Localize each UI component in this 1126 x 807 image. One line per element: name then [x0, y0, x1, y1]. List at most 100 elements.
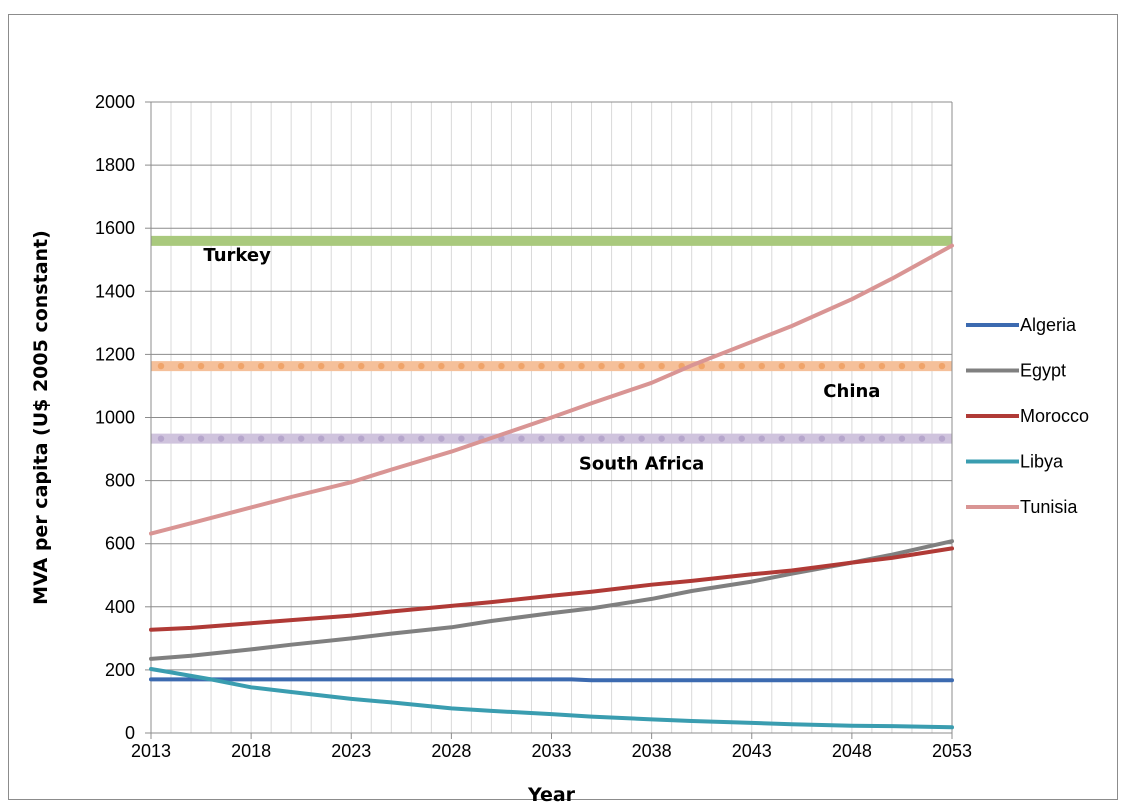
- reference-line-dot: [438, 362, 445, 370]
- reference-line-dot: [658, 362, 665, 370]
- reference-line-dot: [518, 435, 525, 442]
- reference-label-turkey: Turkey: [203, 245, 271, 266]
- reference-line-dot: [538, 362, 545, 370]
- legend-label-egypt: Egypt: [1020, 361, 1066, 381]
- reference-line-dot: [157, 362, 165, 370]
- reference-line-dot: [598, 435, 605, 442]
- legend-label-libya: Libya: [1020, 452, 1064, 472]
- reference-line-dot: [898, 435, 906, 442]
- x-axis-title: Year: [527, 784, 576, 806]
- reference-line-dot: [818, 362, 826, 370]
- reference-line-dot: [518, 362, 525, 370]
- x-tick-label: 2018: [231, 741, 271, 761]
- x-tick-label: 2038: [632, 741, 672, 761]
- reference-line-dot: [318, 362, 325, 370]
- reference-line-dot: [458, 362, 465, 370]
- reference-line-dot: [718, 435, 725, 442]
- reference-line-dot: [698, 362, 705, 370]
- reference-line-dot: [618, 362, 625, 370]
- reference-line-dot: [638, 362, 645, 370]
- reference-line-dot: [398, 435, 405, 442]
- reference-line-dot: [618, 435, 625, 442]
- legend-label-morocco: Morocco: [1020, 406, 1089, 426]
- reference-line-dot: [177, 362, 185, 370]
- y-axis-title: MVA per capita (U$ 2005 constant): [30, 230, 52, 605]
- reference-line-dot: [538, 435, 545, 442]
- reference-line-dot: [778, 362, 785, 370]
- reference-line-dot: [858, 362, 866, 370]
- reference-line-dot: [378, 362, 385, 370]
- y-tick-label: 400: [105, 597, 135, 617]
- reference-line-dot: [798, 435, 806, 442]
- reference-line-dot: [257, 362, 265, 370]
- x-tick-label: 2023: [331, 741, 371, 761]
- reference-line-dot: [197, 435, 205, 442]
- x-tick-label: 2048: [832, 741, 872, 761]
- reference-line-dot: [658, 435, 665, 442]
- y-tick-label: 1400: [95, 281, 135, 301]
- legend: Algeria Egypt Morocco Libya Tunisia: [966, 315, 1089, 517]
- reference-line-dot: [338, 435, 345, 442]
- y-tick-label: 1600: [95, 218, 135, 238]
- reference-line-dot: [297, 362, 305, 370]
- chart-frame: [8, 14, 1118, 800]
- reference-line-dot: [277, 435, 285, 442]
- reference-line-dot: [758, 435, 765, 442]
- reference-line-dot: [918, 435, 926, 442]
- reference-line-dot: [878, 435, 886, 442]
- legend-label-tunisia: Tunisia: [1020, 497, 1078, 517]
- reference-line-dot: [418, 362, 425, 370]
- reference-line-dot: [598, 362, 605, 370]
- tick-labels: 0 200 400 600 800 1000 1200 1400 1600 1800 2000 201…: [95, 92, 972, 761]
- y-tick-label: 0: [125, 723, 135, 743]
- reference-line-dot: [758, 362, 765, 370]
- y-tick-label: 200: [105, 660, 135, 680]
- reference-line-dot: [778, 435, 785, 442]
- series-line-algeria: [149, 677, 954, 683]
- reference-line-dot: [698, 435, 705, 442]
- x-tick-label: 2053: [932, 741, 972, 761]
- reference-label-china: China: [823, 381, 880, 402]
- reference-line-dot: [838, 435, 846, 442]
- reference-line-dot: [578, 362, 585, 370]
- reference-line-dot: [578, 435, 585, 442]
- y-tick-label: 1200: [95, 344, 135, 364]
- reference-line-dot: [358, 362, 365, 370]
- reference-line-dot: [918, 362, 926, 370]
- reference-line-dot: [418, 435, 425, 442]
- reference-line-dot: [257, 435, 265, 442]
- reference-line-dot: [458, 435, 465, 442]
- reference-line-dot: [638, 435, 645, 442]
- reference-line-dot: [338, 362, 345, 370]
- reference-line-dot: [938, 435, 946, 442]
- y-tick-label: 2000: [95, 92, 135, 112]
- reference-line-dot: [177, 435, 185, 442]
- reference-line-dot: [738, 435, 745, 442]
- reference-line-dot: [378, 435, 385, 442]
- reference-line-dot: [398, 362, 405, 370]
- series-lines: [149, 243, 954, 730]
- reference-line-dot: [498, 362, 505, 370]
- reference-line-dot: [318, 435, 325, 442]
- reference-line-dot: [738, 362, 745, 370]
- legend-label-algeria: Algeria: [1020, 315, 1077, 335]
- reference-line-dot: [157, 435, 165, 442]
- reference-line-dot: [558, 362, 565, 370]
- x-tick-label: 2028: [431, 741, 471, 761]
- reference-line-dot: [838, 362, 846, 370]
- y-tick-label: 800: [105, 471, 135, 491]
- reference-line-dot: [798, 362, 806, 370]
- reference-line-dot: [878, 362, 886, 370]
- y-tick-label: 1000: [95, 408, 135, 428]
- reference-line-dot: [478, 362, 485, 370]
- y-tick-label: 1800: [95, 155, 135, 175]
- x-tick-label: 2013: [131, 741, 171, 761]
- reference-line-dot: [277, 362, 285, 370]
- reference-line-dot: [217, 362, 225, 370]
- series-line-libya: [149, 667, 954, 730]
- reference-line-dot: [237, 362, 245, 370]
- reference-line-dot: [898, 362, 906, 370]
- reference-line-dot: [938, 362, 946, 370]
- reference-line-dot: [358, 435, 365, 442]
